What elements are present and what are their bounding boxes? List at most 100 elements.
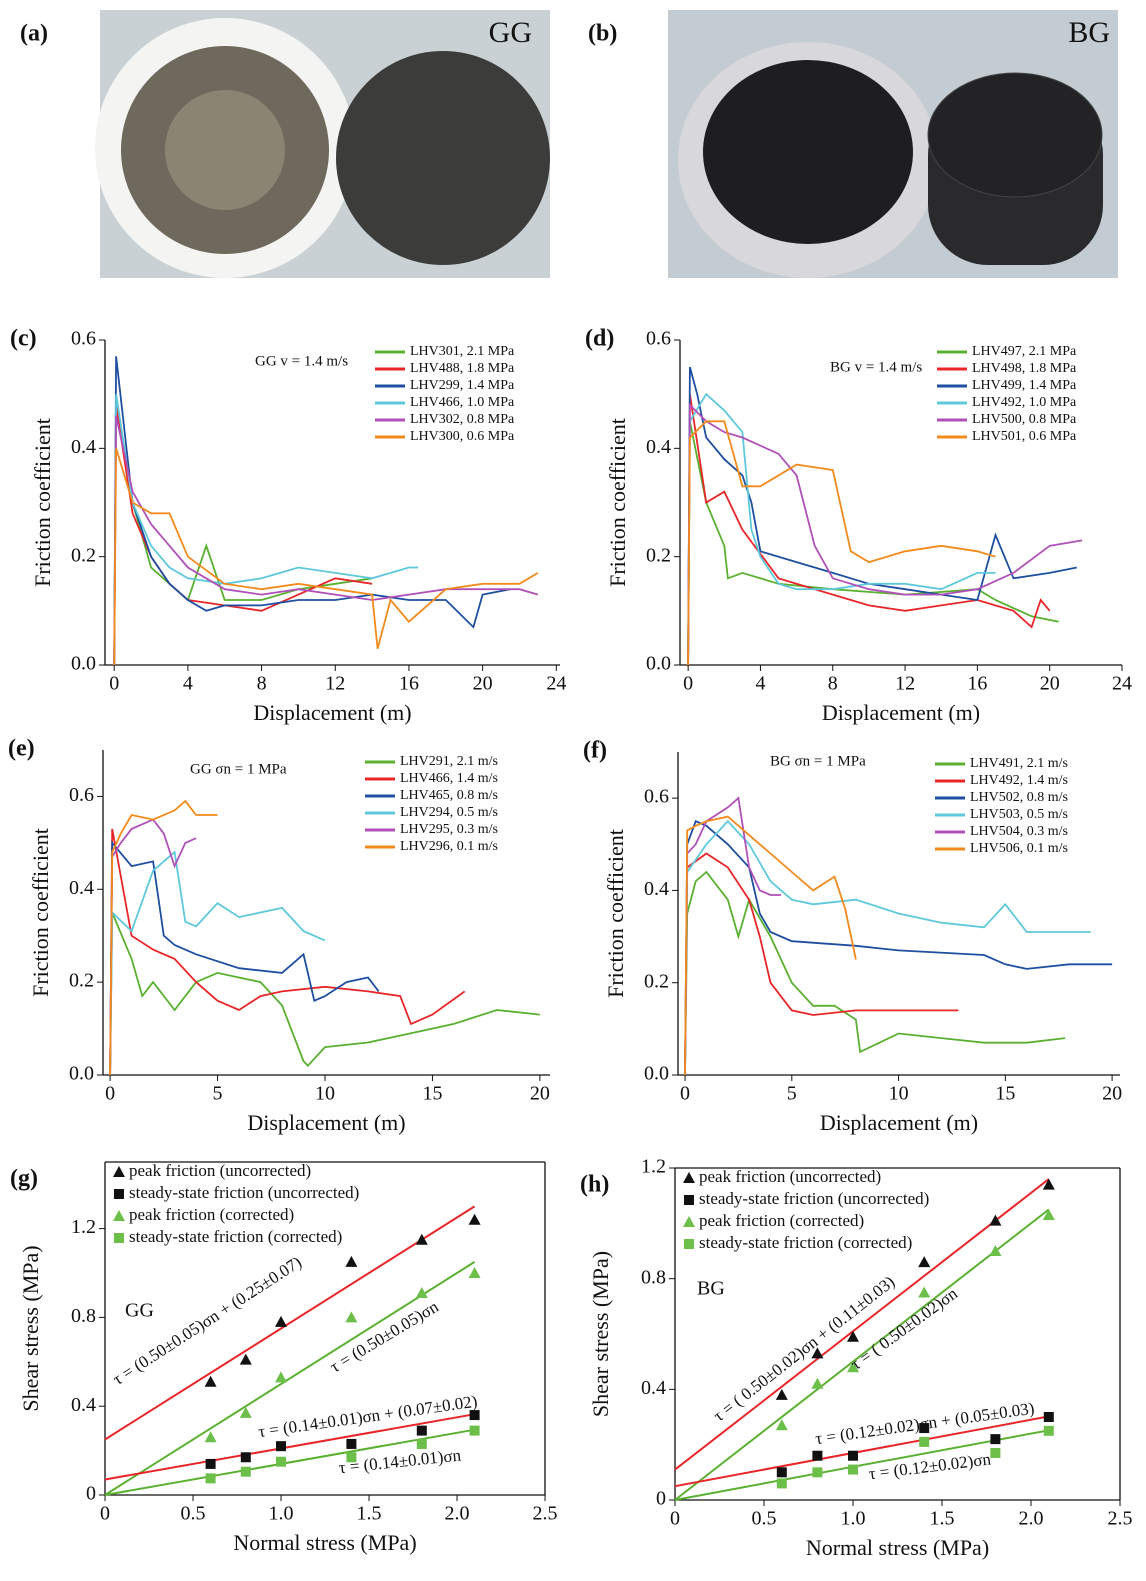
x-tick-label: 0 (105, 1083, 115, 1105)
y-tick-label: 0.2 (646, 544, 671, 566)
x-tick-label: 8 (257, 673, 267, 695)
marker-square (990, 1434, 1000, 1444)
marker-square (777, 1467, 787, 1477)
photo-caption: GG (489, 16, 532, 49)
marker-square (114, 1189, 124, 1199)
x-tick-label: 0 (109, 673, 119, 695)
y-tick-label: 0.6 (646, 328, 671, 350)
series-line (685, 821, 1112, 1075)
legend-label: LHV295, 0.3 m/s (400, 822, 498, 837)
y-tick-label: 0.8 (71, 1305, 96, 1327)
legend-label: LHV491, 2.1 m/s (970, 756, 1068, 771)
legend-label: peak friction (corrected) (699, 1211, 864, 1230)
legend-label: LHV296, 0.1 m/s (400, 839, 498, 854)
x-axis-title: Displacement (m) (820, 1110, 978, 1135)
marker-square (848, 1451, 858, 1461)
figure: (a) GG (b) BG 048121620240.00.20.40.6Dis… (0, 0, 1146, 1581)
legend-label: steady-state friction (corrected) (699, 1233, 912, 1252)
y-axis-title: Shear stress (MPa) (588, 1251, 613, 1417)
legend-label: peak friction (uncorrected) (699, 1167, 881, 1186)
panel-label: (f) (583, 738, 607, 764)
marker-triangle (205, 1376, 217, 1387)
x-tick-label: 10 (889, 1083, 909, 1105)
marker-triangle (918, 1256, 930, 1267)
y-tick-label: 0.4 (644, 878, 669, 900)
legend-label: steady-state friction (uncorrected) (699, 1189, 929, 1208)
x-tick-label: 16 (967, 673, 987, 695)
y-tick-label: 0.4 (69, 877, 94, 899)
y-axis-title: Friction coefficient (28, 828, 53, 997)
y-tick-label: 0.8 (641, 1266, 666, 1288)
x-tick-label: 4 (755, 673, 765, 695)
x-axis-title: Normal stress (MPa) (806, 1535, 989, 1560)
panel-label: (h) (580, 1172, 609, 1198)
annotation: GG σn = 1 MPa (190, 761, 287, 777)
legend-label: LHV506, 0.1 m/s (970, 841, 1068, 856)
x-tick-label: 2.5 (1108, 1508, 1133, 1530)
legend-label: LHV504, 0.3 m/s (970, 824, 1068, 839)
marker-square (206, 1459, 216, 1469)
legend-label: LHV502, 0.8 m/s (970, 790, 1068, 805)
x-tick-label: 1.0 (269, 1503, 294, 1525)
x-axis-title: Normal stress (MPa) (233, 1530, 416, 1555)
marker-square (470, 1410, 480, 1420)
series-line (685, 821, 1091, 1075)
series-line (688, 421, 1059, 665)
y-tick-label: 0.0 (69, 1063, 94, 1085)
legend-label: LHV299, 1.4 MPa (410, 378, 515, 393)
marker-square (276, 1457, 286, 1467)
x-tick-label: 0 (683, 673, 693, 695)
x-tick-label: 4 (183, 673, 193, 695)
y-axis-title: Friction coefficient (30, 418, 55, 587)
x-tick-label: 0 (670, 1508, 680, 1530)
x-tick-label: 15 (422, 1083, 442, 1105)
series-line (114, 416, 538, 665)
legend-label: LHV291, 2.1 m/s (400, 754, 498, 769)
legend-label: LHV497, 2.1 MPa (972, 344, 1077, 359)
y-tick-label: 0.2 (644, 970, 669, 992)
legend-label: LHV301, 2.1 MPa (410, 344, 515, 359)
panel-label: (c) (10, 326, 37, 352)
marker-square (114, 1233, 124, 1243)
legend-label: LHV501, 0.6 MPa (972, 429, 1077, 444)
marker-square (241, 1452, 251, 1462)
x-tick-label: 1.0 (841, 1508, 866, 1530)
marker-square (812, 1467, 822, 1477)
x-tick-label: 1.5 (930, 1508, 955, 1530)
legend-label: LHV488, 1.8 MPa (410, 361, 515, 376)
x-tick-label: 20 (530, 1083, 550, 1105)
series-line (685, 872, 1065, 1075)
x-tick-label: 5 (213, 1083, 223, 1105)
marker-square (684, 1195, 694, 1205)
legend-label: LHV492, 1.4 m/s (970, 773, 1068, 788)
y-tick-label: 0 (86, 1483, 96, 1505)
marker-triangle (416, 1234, 428, 1245)
marker-triangle (275, 1316, 287, 1327)
series-line (114, 394, 372, 665)
marker-triangle (113, 1210, 125, 1221)
legend-label: LHV294, 0.5 m/s (400, 805, 498, 820)
x-tick-label: 2.5 (533, 1503, 558, 1525)
marker-square (346, 1439, 356, 1449)
x-tick-label: 2.0 (445, 1503, 470, 1525)
y-tick-label: 0.4 (641, 1377, 666, 1399)
marker-triangle (205, 1431, 217, 1442)
x-tick-label: 12 (325, 673, 345, 695)
marker-triangle (275, 1371, 287, 1382)
x-tick-label: 12 (895, 673, 915, 695)
panel-label: (g) (10, 1166, 38, 1192)
x-tick-label: 1.5 (357, 1503, 382, 1525)
x-tick-label: 24 (1112, 673, 1132, 695)
x-tick-label: 0 (680, 1083, 690, 1105)
x-axis-title: Displacement (m) (253, 700, 411, 725)
x-tick-label: 16 (399, 673, 419, 695)
legend-label: LHV466, 1.4 m/s (400, 771, 498, 786)
series-line (114, 394, 418, 665)
marker-triangle (469, 1214, 481, 1225)
legend-label: LHV503, 0.5 m/s (970, 807, 1068, 822)
photo-caption: BG (1068, 16, 1110, 49)
photo-a: (a) GG (20, 10, 550, 278)
panel-label: (a) (20, 21, 48, 47)
marker-triangle (240, 1354, 252, 1365)
